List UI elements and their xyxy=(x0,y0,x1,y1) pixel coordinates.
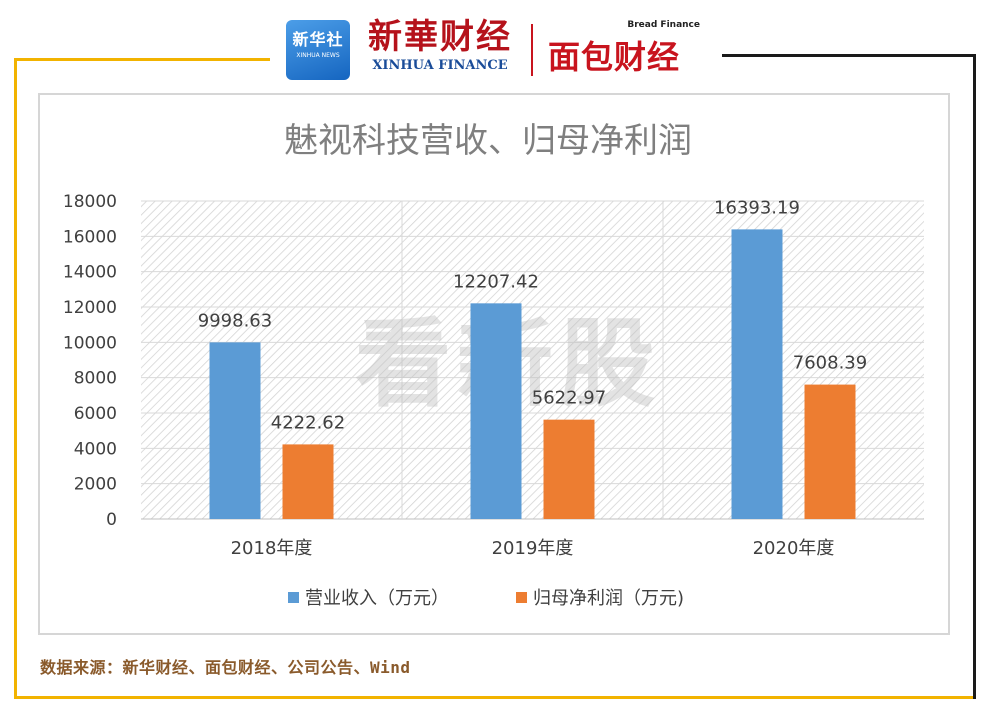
x-tick-label: 2020年度 xyxy=(753,538,835,559)
y-tick-label: 0 xyxy=(106,510,117,530)
revenue-bar xyxy=(209,342,261,519)
x-tick-label: 2019年度 xyxy=(492,538,574,559)
data-label: 4222.62 xyxy=(271,412,345,433)
bar-chart: 魅视科技营收、归母净利润 0 2000 4000 6000 8000 10000 12000… xyxy=(63,121,924,609)
y-tick-label: 10000 xyxy=(63,333,117,353)
data-label: 16393.19 xyxy=(714,197,800,218)
logo-divider xyxy=(531,24,533,76)
y-tick-label: 14000 xyxy=(63,263,117,283)
frame-top-left-line xyxy=(14,58,270,61)
frame-bottom-line xyxy=(14,696,976,699)
bread-finance-logo-cn: 面包财经 xyxy=(548,38,681,76)
bread-finance-logo-en: Bread Finance xyxy=(627,20,700,30)
y-tick-label: 6000 xyxy=(74,404,117,424)
frame-right-line xyxy=(973,54,976,699)
frame-left-line xyxy=(14,58,17,698)
revenue-bar xyxy=(470,303,522,519)
chart-title: 魅视科技营收、归母净利润 xyxy=(284,121,692,161)
legend-label: 营业收入（万元） xyxy=(305,588,449,609)
legend-swatch-revenue xyxy=(288,592,299,603)
y-tick-label: 16000 xyxy=(63,227,117,247)
y-tick-label: 2000 xyxy=(74,475,117,495)
xinhua-news-logo-cn: 新华社 xyxy=(292,30,344,49)
y-tick-label: 12000 xyxy=(63,298,117,318)
plot-area-background xyxy=(141,201,924,519)
net-profit-bar xyxy=(804,384,856,519)
y-tick-label: 4000 xyxy=(74,439,117,459)
data-label: 12207.42 xyxy=(453,271,539,292)
data-label: 7608.39 xyxy=(793,353,867,374)
legend-label: 归母净利润（万元) xyxy=(533,588,684,609)
frame-top-right-line xyxy=(722,54,976,57)
y-tick-label: 8000 xyxy=(74,369,117,389)
data-source-note: 数据来源：新华财经、面包财经、公司公告、Wind xyxy=(40,658,411,677)
revenue-bar xyxy=(731,229,783,520)
chart-container: 魅视科技营收、归母净利润 0 2000 4000 6000 8000 10000 12000… xyxy=(38,93,950,635)
xinhua-finance-logo-cn: 新華财经 xyxy=(368,17,512,57)
net-profit-bar xyxy=(282,444,334,519)
net-profit-bar xyxy=(543,419,595,519)
y-tick-label: 18000 xyxy=(63,192,117,212)
x-tick-label: 2018年度 xyxy=(231,538,313,559)
xinhua-news-logo: 新华社 XINHUA NEWS xyxy=(286,20,350,80)
legend-swatch-net-profit xyxy=(516,592,527,603)
xinhua-finance-logo: 新華财经 XINHUA FINANCE xyxy=(360,16,520,82)
xinhua-news-logo-en: XINHUA NEWS xyxy=(296,52,340,59)
bread-finance-logo: Bread Finance 面包财经 xyxy=(548,20,708,80)
data-label: 5622.97 xyxy=(532,388,606,409)
data-label: 9998.63 xyxy=(198,310,272,331)
xinhua-finance-logo-en: XINHUA FINANCE xyxy=(372,58,508,73)
